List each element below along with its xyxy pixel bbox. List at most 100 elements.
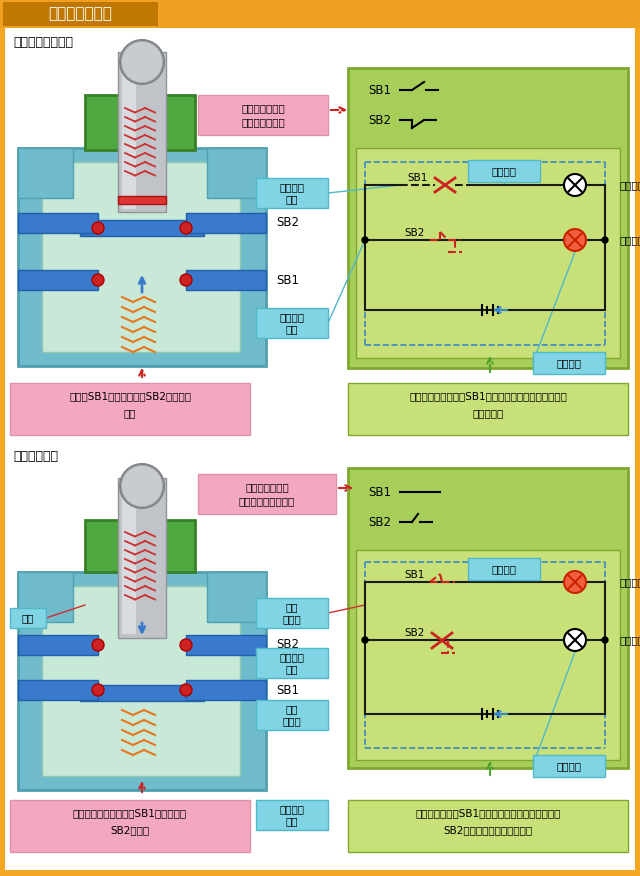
Bar bbox=[207, 148, 266, 198]
Text: 常开触点
断开: 常开触点 断开 bbox=[280, 182, 305, 204]
Text: SB2: SB2 bbox=[276, 639, 299, 652]
Bar bbox=[468, 160, 540, 182]
Text: 停止指示灯: 停止指示灯 bbox=[620, 235, 640, 245]
Text: 常闭触点
断开: 常闭触点 断开 bbox=[280, 804, 305, 826]
Text: SB2: SB2 bbox=[405, 228, 425, 238]
Text: 指示灯亮。: 指示灯亮。 bbox=[472, 408, 504, 418]
Bar bbox=[256, 700, 328, 730]
Bar bbox=[42, 586, 240, 776]
Text: 常开触点
闭合: 常开触点 闭合 bbox=[280, 653, 305, 674]
Text: 启动指示灯: 启动指示灯 bbox=[620, 180, 640, 190]
Bar bbox=[5, 440, 635, 870]
Bar bbox=[5, 28, 635, 440]
Text: SB1: SB1 bbox=[276, 683, 299, 696]
Bar bbox=[18, 148, 266, 366]
Bar bbox=[18, 213, 98, 233]
Bar bbox=[80, 685, 204, 701]
Circle shape bbox=[122, 42, 162, 82]
Bar bbox=[18, 572, 266, 790]
Bar bbox=[186, 635, 266, 655]
Bar bbox=[80, 220, 204, 236]
Bar bbox=[348, 468, 628, 768]
Circle shape bbox=[564, 571, 586, 593]
Text: SB1: SB1 bbox=[408, 173, 428, 183]
Text: 按下按钮状态: 按下按钮状态 bbox=[13, 449, 58, 463]
Text: 常态，SB1呈断开状态，SB2呈接通状: 常态，SB1呈断开状态，SB2呈接通状 bbox=[69, 391, 191, 401]
Text: 常态（待机状态）: 常态（待机状态） bbox=[13, 36, 73, 48]
Bar bbox=[122, 480, 136, 634]
Bar bbox=[42, 162, 240, 352]
Text: 开关的功能特点: 开关的功能特点 bbox=[48, 6, 112, 22]
Text: SB2: SB2 bbox=[276, 216, 299, 230]
Bar bbox=[186, 680, 266, 700]
Text: 常态（待机状态），SB1断路，启动指示灯不亮，停止: 常态（待机状态），SB1断路，启动指示灯不亮，停止 bbox=[409, 391, 567, 401]
Text: 灯泡点亮: 灯泡点亮 bbox=[492, 564, 516, 574]
Text: 开关的电路状态: 开关的电路状态 bbox=[245, 482, 289, 492]
Text: SB2: SB2 bbox=[405, 628, 425, 638]
Text: 开关的电路状态: 开关的电路状态 bbox=[241, 103, 285, 113]
Bar bbox=[186, 213, 266, 233]
Bar bbox=[348, 68, 628, 368]
Circle shape bbox=[180, 274, 192, 286]
Text: （按下按钮状态）。: （按下按钮状态）。 bbox=[239, 496, 295, 506]
Circle shape bbox=[564, 629, 586, 651]
Bar bbox=[118, 478, 166, 638]
Bar bbox=[348, 800, 628, 852]
Circle shape bbox=[120, 464, 164, 508]
Text: 常闭
静触头: 常闭 静触头 bbox=[283, 602, 301, 624]
Bar bbox=[186, 270, 266, 290]
Text: SB2: SB2 bbox=[368, 515, 391, 528]
Text: 态。: 态。 bbox=[124, 408, 136, 418]
Bar bbox=[122, 55, 136, 209]
Text: SB1: SB1 bbox=[276, 273, 299, 286]
Circle shape bbox=[362, 637, 368, 643]
Circle shape bbox=[92, 639, 104, 651]
Circle shape bbox=[564, 174, 586, 196]
Circle shape bbox=[180, 684, 192, 696]
Bar bbox=[118, 196, 166, 204]
Text: SB1: SB1 bbox=[405, 570, 425, 580]
Text: 常开
静触头: 常开 静触头 bbox=[283, 704, 301, 726]
Bar bbox=[10, 383, 250, 435]
Bar bbox=[18, 572, 73, 622]
Bar bbox=[207, 572, 266, 622]
Text: 灯泡点亮: 灯泡点亮 bbox=[557, 358, 582, 368]
Bar bbox=[256, 648, 328, 678]
Text: 按下按钮，触点SB1接通，启动指示灯点亮。触点: 按下按钮，触点SB1接通，启动指示灯点亮。触点 bbox=[415, 808, 561, 818]
Text: 灯泡熄灭: 灯泡熄灭 bbox=[492, 166, 516, 176]
Text: 按下开关按钮时，触点SB1接通，触点: 按下开关按钮时，触点SB1接通，触点 bbox=[73, 808, 187, 818]
Bar bbox=[18, 635, 98, 655]
Text: 停止指示灯: 停止指示灯 bbox=[620, 635, 640, 645]
Bar bbox=[85, 95, 195, 150]
Circle shape bbox=[602, 637, 608, 643]
Circle shape bbox=[564, 229, 586, 251]
Bar bbox=[85, 520, 195, 572]
Text: SB2断开，停止指示灯熄灭。: SB2断开，停止指示灯熄灭。 bbox=[444, 825, 532, 835]
Bar bbox=[356, 148, 620, 358]
Circle shape bbox=[92, 274, 104, 286]
Bar bbox=[10, 608, 46, 628]
Bar bbox=[198, 95, 328, 135]
Text: 常闭触点
闭合: 常闭触点 闭合 bbox=[280, 312, 305, 334]
Bar bbox=[533, 352, 605, 374]
Bar bbox=[118, 52, 166, 212]
Text: SB1: SB1 bbox=[368, 485, 391, 498]
Bar bbox=[348, 383, 628, 435]
Text: SB1: SB1 bbox=[368, 83, 391, 96]
Bar bbox=[10, 800, 250, 852]
Text: 灯泡熄灭: 灯泡熄灭 bbox=[557, 761, 582, 771]
Bar bbox=[3, 2, 158, 26]
Circle shape bbox=[180, 222, 192, 234]
Bar bbox=[18, 148, 73, 198]
Bar bbox=[256, 308, 328, 338]
Bar bbox=[256, 598, 328, 628]
Circle shape bbox=[92, 684, 104, 696]
Circle shape bbox=[120, 40, 164, 84]
Bar bbox=[256, 178, 328, 208]
Text: （常态状态）。: （常态状态）。 bbox=[241, 117, 285, 127]
Bar bbox=[18, 680, 98, 700]
Bar bbox=[0, 0, 640, 28]
Bar bbox=[198, 474, 336, 514]
Circle shape bbox=[602, 237, 608, 243]
Circle shape bbox=[362, 237, 368, 243]
